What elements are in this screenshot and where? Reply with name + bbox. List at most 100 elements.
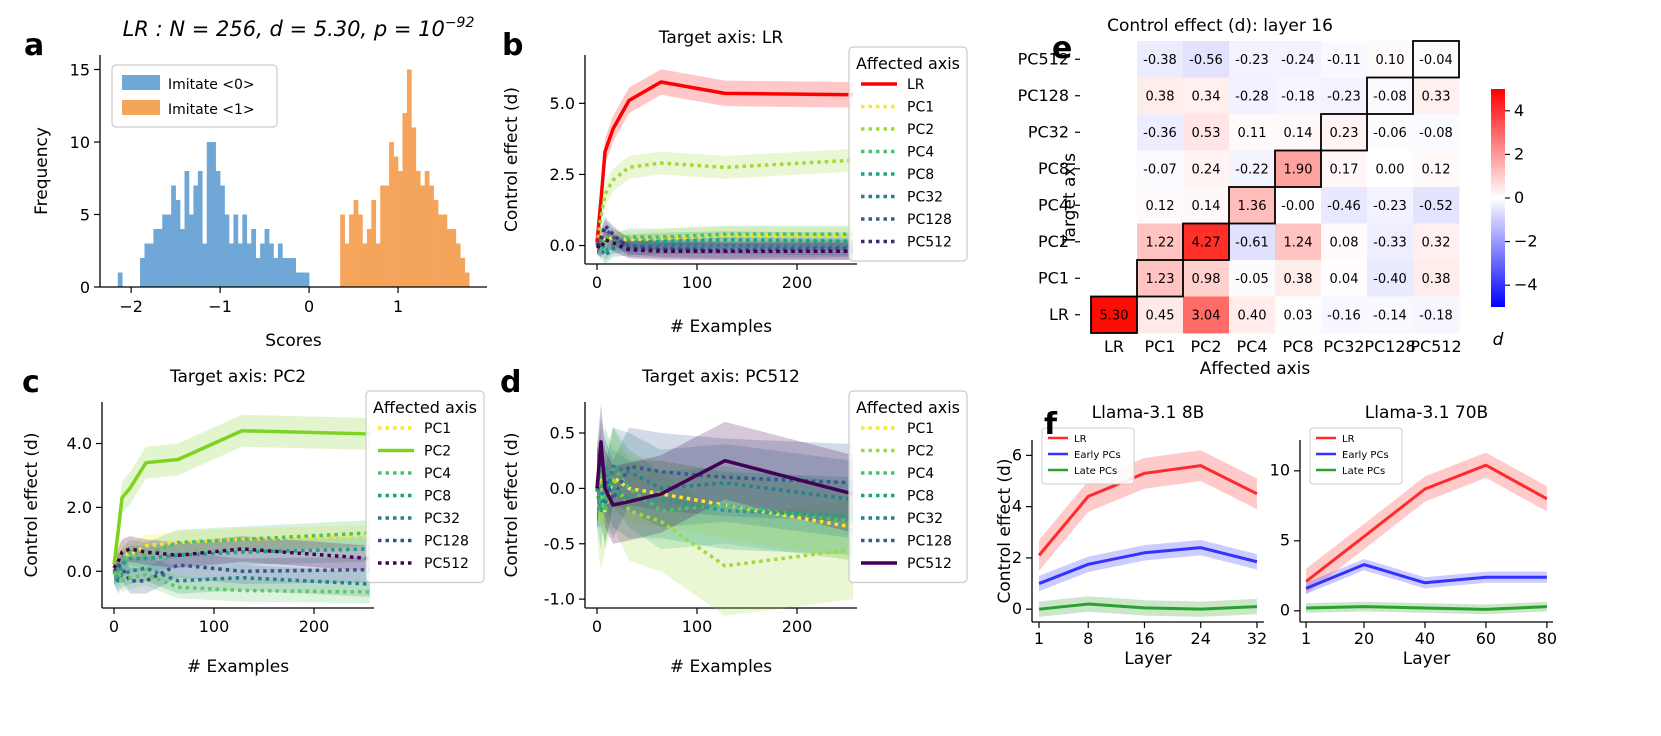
cell-value: 0.33 (1422, 89, 1451, 104)
cell-value: 1.36 (1238, 199, 1267, 214)
legend-frame (365, 390, 485, 584)
heatmap-cell (1275, 150, 1322, 188)
heatmap-cell (1229, 260, 1276, 297)
y-tick-label: 10 (1270, 461, 1290, 480)
confidence-band (1039, 539, 1257, 592)
diagonal-box (1090, 295, 1138, 334)
histogram-bar (460, 258, 466, 287)
histogram-bar (353, 200, 359, 287)
legend-label: Late PCs (1074, 466, 1117, 477)
histogram-bar (300, 272, 305, 287)
y-tick-label: PC2 (1038, 232, 1069, 251)
series-line (595, 223, 853, 253)
x-tick-label: 100 (682, 273, 713, 292)
histogram-bar (438, 214, 443, 287)
histogram-bar (349, 214, 354, 287)
histogram-bar (206, 142, 212, 287)
histogram-bar (455, 243, 461, 287)
legend-label: LR (1074, 434, 1087, 445)
y-tick-label: PC128 (1018, 86, 1069, 105)
cell-value: 0.24 (1192, 162, 1221, 177)
panel-letter: c (22, 365, 40, 400)
histogram-bar (197, 171, 203, 287)
cell-value: 0.08 (1330, 235, 1359, 250)
heatmap-cell (1367, 223, 1414, 261)
confidence-band (597, 217, 853, 260)
histogram-bar (375, 243, 381, 287)
diagonal-box (1412, 40, 1460, 79)
histogram-bar (251, 229, 256, 287)
heatmap-cell (1183, 187, 1230, 224)
series-line (595, 158, 854, 246)
heatmap-cell (1275, 77, 1322, 115)
colorbar-tick-label: 4 (1514, 101, 1524, 120)
x-tick-label: 0 (592, 273, 602, 292)
legend-label: PC32 (907, 511, 943, 527)
cell-value: -0.16 (1327, 308, 1361, 323)
cell-value: 1.90 (1284, 162, 1313, 177)
colorbar-label: d (1493, 330, 1504, 350)
legend-label: Late PCs (1342, 466, 1385, 477)
cell-value: 0.98 (1192, 272, 1221, 287)
legend-label: PC4 (424, 466, 451, 482)
colorbar-tick-label: 0 (1514, 188, 1524, 207)
histogram-bar (286, 258, 292, 287)
heatmap-cell (1321, 150, 1368, 188)
legend-label: PC2 (424, 444, 451, 460)
series-line (1038, 546, 1258, 585)
x-tick-label: 200 (782, 617, 813, 636)
cell-value: -0.08 (1419, 126, 1453, 141)
colorbar-tick-label: −4 (1514, 275, 1538, 294)
heatmap-cell (1413, 223, 1460, 261)
cell-value: -0.11 (1327, 53, 1361, 68)
heatmap-cell (1229, 77, 1276, 115)
histogram-bar (144, 243, 150, 287)
cell-value: 0.38 (1284, 272, 1313, 287)
heatmap-cell (1183, 260, 1230, 297)
heatmap-cell (1321, 187, 1368, 224)
histogram-bar (117, 272, 123, 287)
histogram-bar (242, 214, 248, 287)
cell-value: -0.40 (1373, 272, 1407, 287)
y-tick-label: PC512 (1018, 49, 1069, 68)
cell-value: 0.38 (1146, 89, 1175, 104)
legend-label: Early PCs (1074, 450, 1121, 461)
x-tick-label: 1 (1034, 629, 1044, 648)
legend-label: Early PCs (1342, 450, 1389, 461)
diagonal-box (1366, 76, 1414, 115)
heatmap-cell (1413, 150, 1460, 188)
legend-label: PC512 (907, 556, 952, 572)
x-tick-label: 100 (682, 617, 713, 636)
x-tick-label: −2 (119, 297, 143, 316)
cell-value: 1.22 (1146, 235, 1175, 250)
histogram-bar (229, 243, 234, 287)
legend-label: PC128 (424, 534, 469, 550)
y-tick-label: 2 (1012, 548, 1022, 567)
y-tick-label: 0 (1012, 599, 1022, 618)
x-axis-label: Layer (1403, 649, 1450, 669)
x-tick-label: 1 (1301, 629, 1311, 648)
heatmap-cell (1275, 41, 1322, 78)
histogram-bar (411, 127, 417, 287)
heatmap-cell (1367, 114, 1414, 151)
histogram-bar (157, 229, 163, 287)
x-tick-label: PC1 (1145, 337, 1176, 356)
series-line (595, 453, 854, 502)
confidence-band (597, 403, 853, 544)
diagonal-box (1274, 149, 1322, 188)
cell-value: 0.14 (1284, 126, 1313, 141)
series-line (112, 566, 371, 586)
y-tick-label: 0.0 (67, 562, 92, 581)
legend-frame (848, 46, 968, 262)
heatmap-cell (1413, 41, 1460, 78)
confidence-band (1306, 452, 1547, 594)
heatmap-cell (1137, 223, 1184, 261)
title-part: N = 256, (169, 17, 269, 41)
histogram-bar (153, 229, 159, 287)
histogram-bar (464, 272, 470, 287)
cell-value: 1.23 (1146, 272, 1175, 287)
histogram-bar (224, 214, 230, 287)
cell-value: 0.14 (1192, 199, 1221, 214)
heatmap-cell (1413, 296, 1460, 334)
